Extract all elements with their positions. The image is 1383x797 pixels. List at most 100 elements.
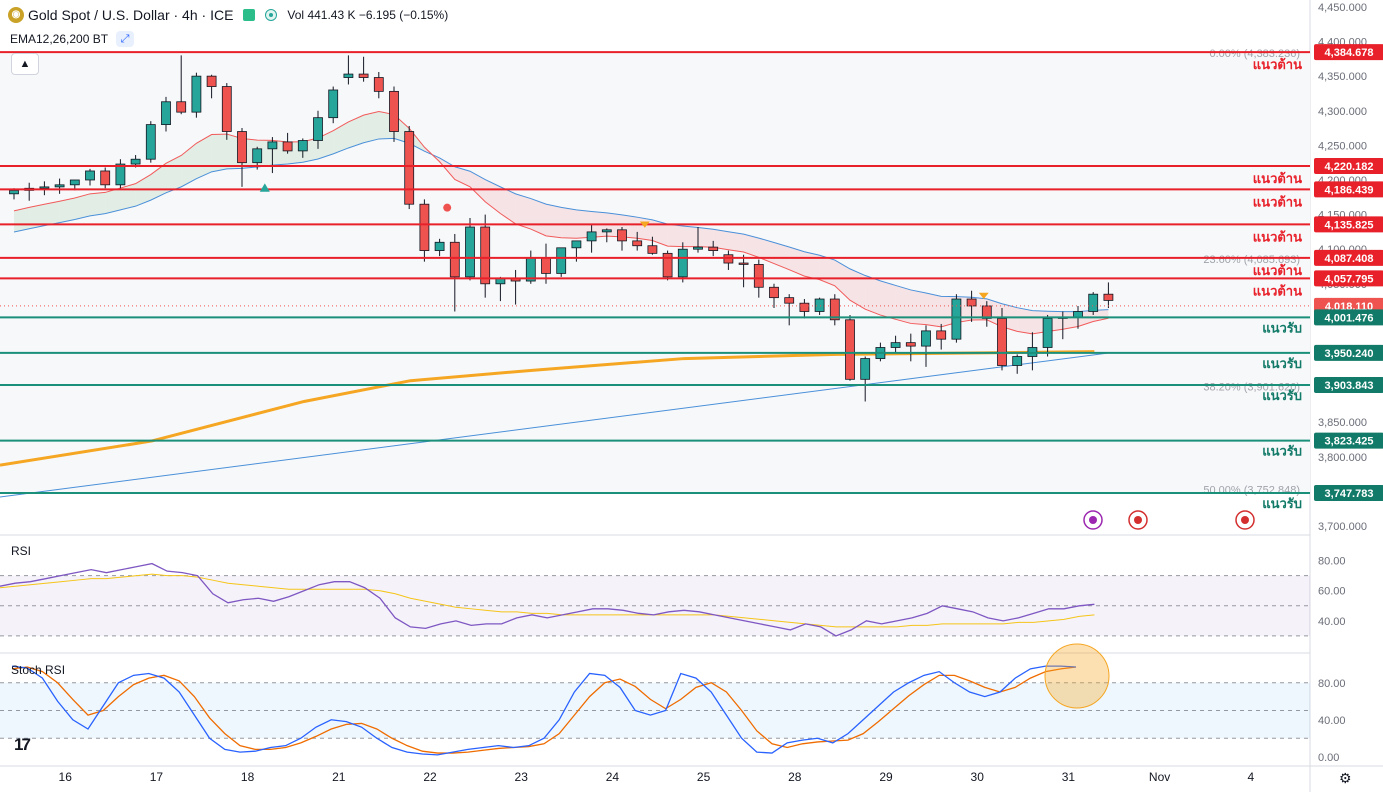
candle-body: [449, 241, 460, 278]
candle-body: [328, 89, 339, 119]
ema-cloud: [728, 231, 744, 252]
candle-body: [419, 203, 430, 251]
ema-cloud: [44, 201, 60, 226]
ema-cloud: [454, 166, 470, 187]
support-price-label: 3,747.783: [1325, 488, 1374, 500]
indicator-name[interactable]: EMA12,26,200 BT: [10, 32, 109, 46]
support-price-label: 3,823.425: [1325, 436, 1374, 448]
candle-body: [769, 286, 779, 299]
candle-body: [100, 170, 111, 186]
resistance-price-label: 4,220.182: [1325, 161, 1374, 173]
candle-body: [313, 117, 323, 141]
support-price-badge: [1314, 485, 1383, 502]
time-tick-label: 16: [59, 770, 73, 784]
candle-body: [480, 226, 491, 285]
ema-cloud: [348, 115, 364, 148]
highlight-circle: [1044, 643, 1110, 709]
stoch-tick-label: 80.00: [1318, 678, 1346, 690]
candle-body: [814, 298, 825, 312]
price-tick-label: 3,800.000: [1318, 452, 1367, 464]
sell-signal-icon: [639, 221, 650, 228]
ema-cloud: [895, 285, 911, 324]
candle-body: [130, 158, 141, 165]
candle-body: [921, 330, 931, 347]
ema-cloud: [14, 207, 30, 233]
ema-cloud: [515, 193, 531, 230]
ema-slow-long-line: [0, 352, 1109, 498]
ema-cloud: [74, 193, 90, 220]
candle-body: [586, 231, 597, 242]
candle-body: [662, 252, 673, 278]
resistance-tag: แนวต้าน: [1253, 283, 1302, 298]
us-flag-event-icon: [1241, 516, 1249, 524]
stoch-pane-title: Stoch RSI: [11, 663, 66, 677]
ema-cloud: [166, 155, 182, 193]
candle-body: [9, 189, 19, 195]
candle-body: [799, 302, 810, 312]
symbol-title[interactable]: Gold Spot / U.S. Dollar · 4h · ICE: [28, 7, 234, 23]
support-price-badge: [1314, 432, 1383, 449]
ema-cloud: [834, 260, 850, 301]
us-flag-event-icon: [1134, 516, 1142, 524]
time-tick-label: 31: [1062, 770, 1076, 784]
resistance-price-label: 4,087.408: [1325, 253, 1374, 265]
candle-body: [693, 246, 703, 250]
ema-cloud: [29, 204, 45, 229]
time-tick-label: 28: [788, 770, 802, 784]
ema-cloud: [196, 134, 212, 179]
collapse-legend-button[interactable]: ▲: [11, 53, 39, 75]
ema-cloud: [561, 207, 577, 239]
time-tick-label: 22: [423, 770, 437, 784]
ema12-line: [13, 110, 1109, 335]
candle-body: [1012, 356, 1023, 366]
candle-body: [951, 298, 962, 340]
ema-cloud: [485, 179, 501, 214]
resistance-price-badge: [1314, 249, 1383, 266]
ema-cloud: [150, 163, 166, 201]
candle-body: [221, 86, 232, 132]
market-open-icon: [265, 9, 278, 21]
ema200-line: [0, 350, 1095, 467]
ema-cloud: [880, 280, 896, 320]
candle-body: [1088, 293, 1099, 312]
support-price-label: 4,001.476: [1325, 312, 1374, 324]
chart-header: ◉ Gold Spot / U.S. Dollar · 4h · ICE Vol…: [8, 6, 448, 24]
candle-body: [997, 318, 1007, 366]
ema-cloud: [439, 157, 455, 180]
ema-cloud: [90, 192, 106, 216]
price-tick-label: 4,350.000: [1318, 71, 1367, 83]
price-change: −6.195 (−0.15%): [358, 8, 449, 22]
resistance-price-label: 4,057.795: [1325, 273, 1374, 285]
ema-cloud: [804, 251, 820, 280]
indicator-legend[interactable]: EMA12,26,200 BT ⤢: [10, 31, 135, 47]
candle-body: [617, 229, 627, 242]
ema-cloud: [546, 204, 562, 238]
ema-cloud: [865, 275, 881, 316]
gear-icon[interactable]: ⚙: [1339, 770, 1352, 786]
volume-label: Vol: [287, 8, 305, 22]
time-tick-label: 21: [332, 770, 346, 784]
indicator-settings-icon[interactable]: ⤢: [116, 31, 135, 47]
resistance-price-badge: [1314, 181, 1383, 198]
ema-cloud: [926, 292, 942, 327]
time-tick-label: 18: [241, 770, 255, 784]
candle-body: [708, 246, 719, 251]
ema-cloud: [774, 242, 790, 270]
ema-cloud: [105, 188, 121, 214]
resistance-tag: แนวต้าน: [1253, 57, 1302, 72]
support-price-label: 3,903.843: [1325, 380, 1374, 392]
candle-body: [936, 330, 947, 340]
candle-body: [404, 131, 415, 205]
tradingview-logo-icon[interactable]: 17: [14, 735, 31, 754]
resistance-price-badge: [1314, 270, 1383, 287]
time-tick-label: 25: [697, 770, 711, 784]
ema-cloud: [682, 225, 698, 247]
sell-signal-icon: [978, 292, 989, 300]
gold-coin-icon: ◉: [8, 7, 24, 23]
ema-cloud: [910, 289, 926, 325]
candle-body: [161, 101, 171, 125]
time-tick-label: 23: [515, 770, 529, 784]
resistance-price-label: 4,384.678: [1325, 47, 1374, 59]
